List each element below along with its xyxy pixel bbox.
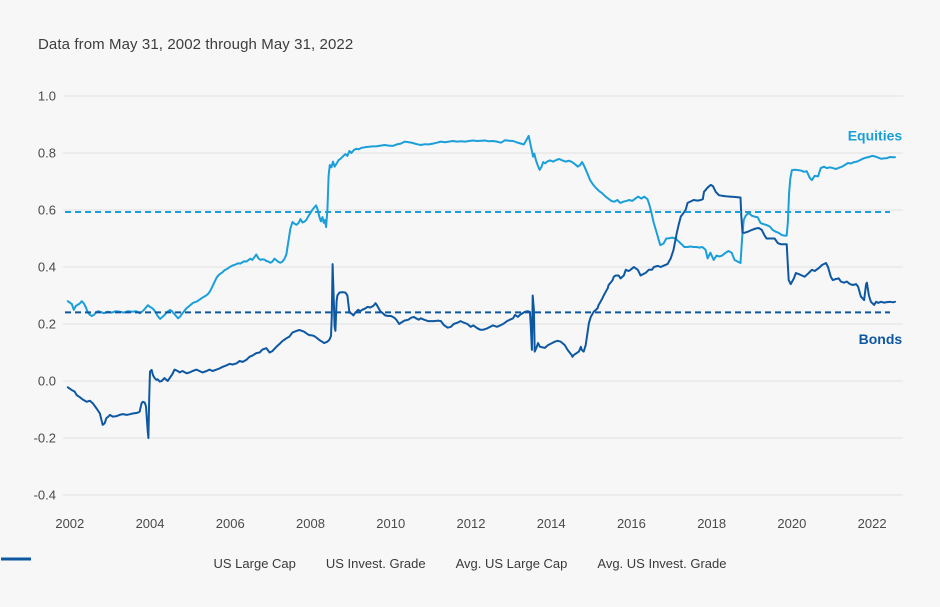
x-tick-label: 2012 [457,516,486,531]
legend-label: Avg. US Invest. Grade [597,556,727,571]
y-tick-label: 0.8 [38,146,56,161]
series-line-us-large-cap [66,134,896,320]
x-tick-label: 2022 [858,516,887,531]
y-tick-label: 0.2 [38,317,56,332]
annotation-equities: Equities [848,127,903,143]
y-tick-label: -0.2 [34,431,56,446]
x-tick-label: 2018 [697,516,726,531]
y-tick-label: 1.0 [38,89,56,104]
annotation-bonds: Bonds [859,331,903,347]
legend-item-avg-us-invest-grade: Avg. US Invest. Grade [1,556,727,571]
y-tick-label: 0.0 [38,374,56,389]
y-tick-label: -0.4 [34,488,56,503]
x-tick-label: 2006 [216,516,245,531]
legend-label: US Invest. Grade [325,556,426,571]
legend-item-avg-us-large-cap: Avg. US Large Cap [1,556,568,571]
x-tick-label: 2014 [537,516,566,531]
x-tick-label: 2010 [376,516,405,531]
legend-item-us-invest-grade: US Invest. Grade [1,556,426,571]
chart-title: Data from May 31, 2002 through May 31, 2… [38,36,354,53]
legend-item-us-large-cap: US Large Cap [1,556,296,571]
x-tick-label: 2016 [617,516,646,531]
x-tick-label: 2008 [296,516,325,531]
legend-label: Avg. US Large Cap [455,556,568,571]
chart-legend: US Large Cap US Invest. Grade Avg. US La… [0,556,940,571]
x-tick-label: 2002 [55,516,84,531]
series-line-us-invest-grade [66,183,896,439]
x-tick-label: 2020 [777,516,806,531]
y-tick-label: 0.6 [38,203,56,218]
y-tick-label: 0.4 [38,260,56,275]
legend-label: US Large Cap [213,556,296,571]
legend-swatch-dashed-dark-blue [1,557,31,561]
x-tick-label: 2004 [136,516,165,531]
